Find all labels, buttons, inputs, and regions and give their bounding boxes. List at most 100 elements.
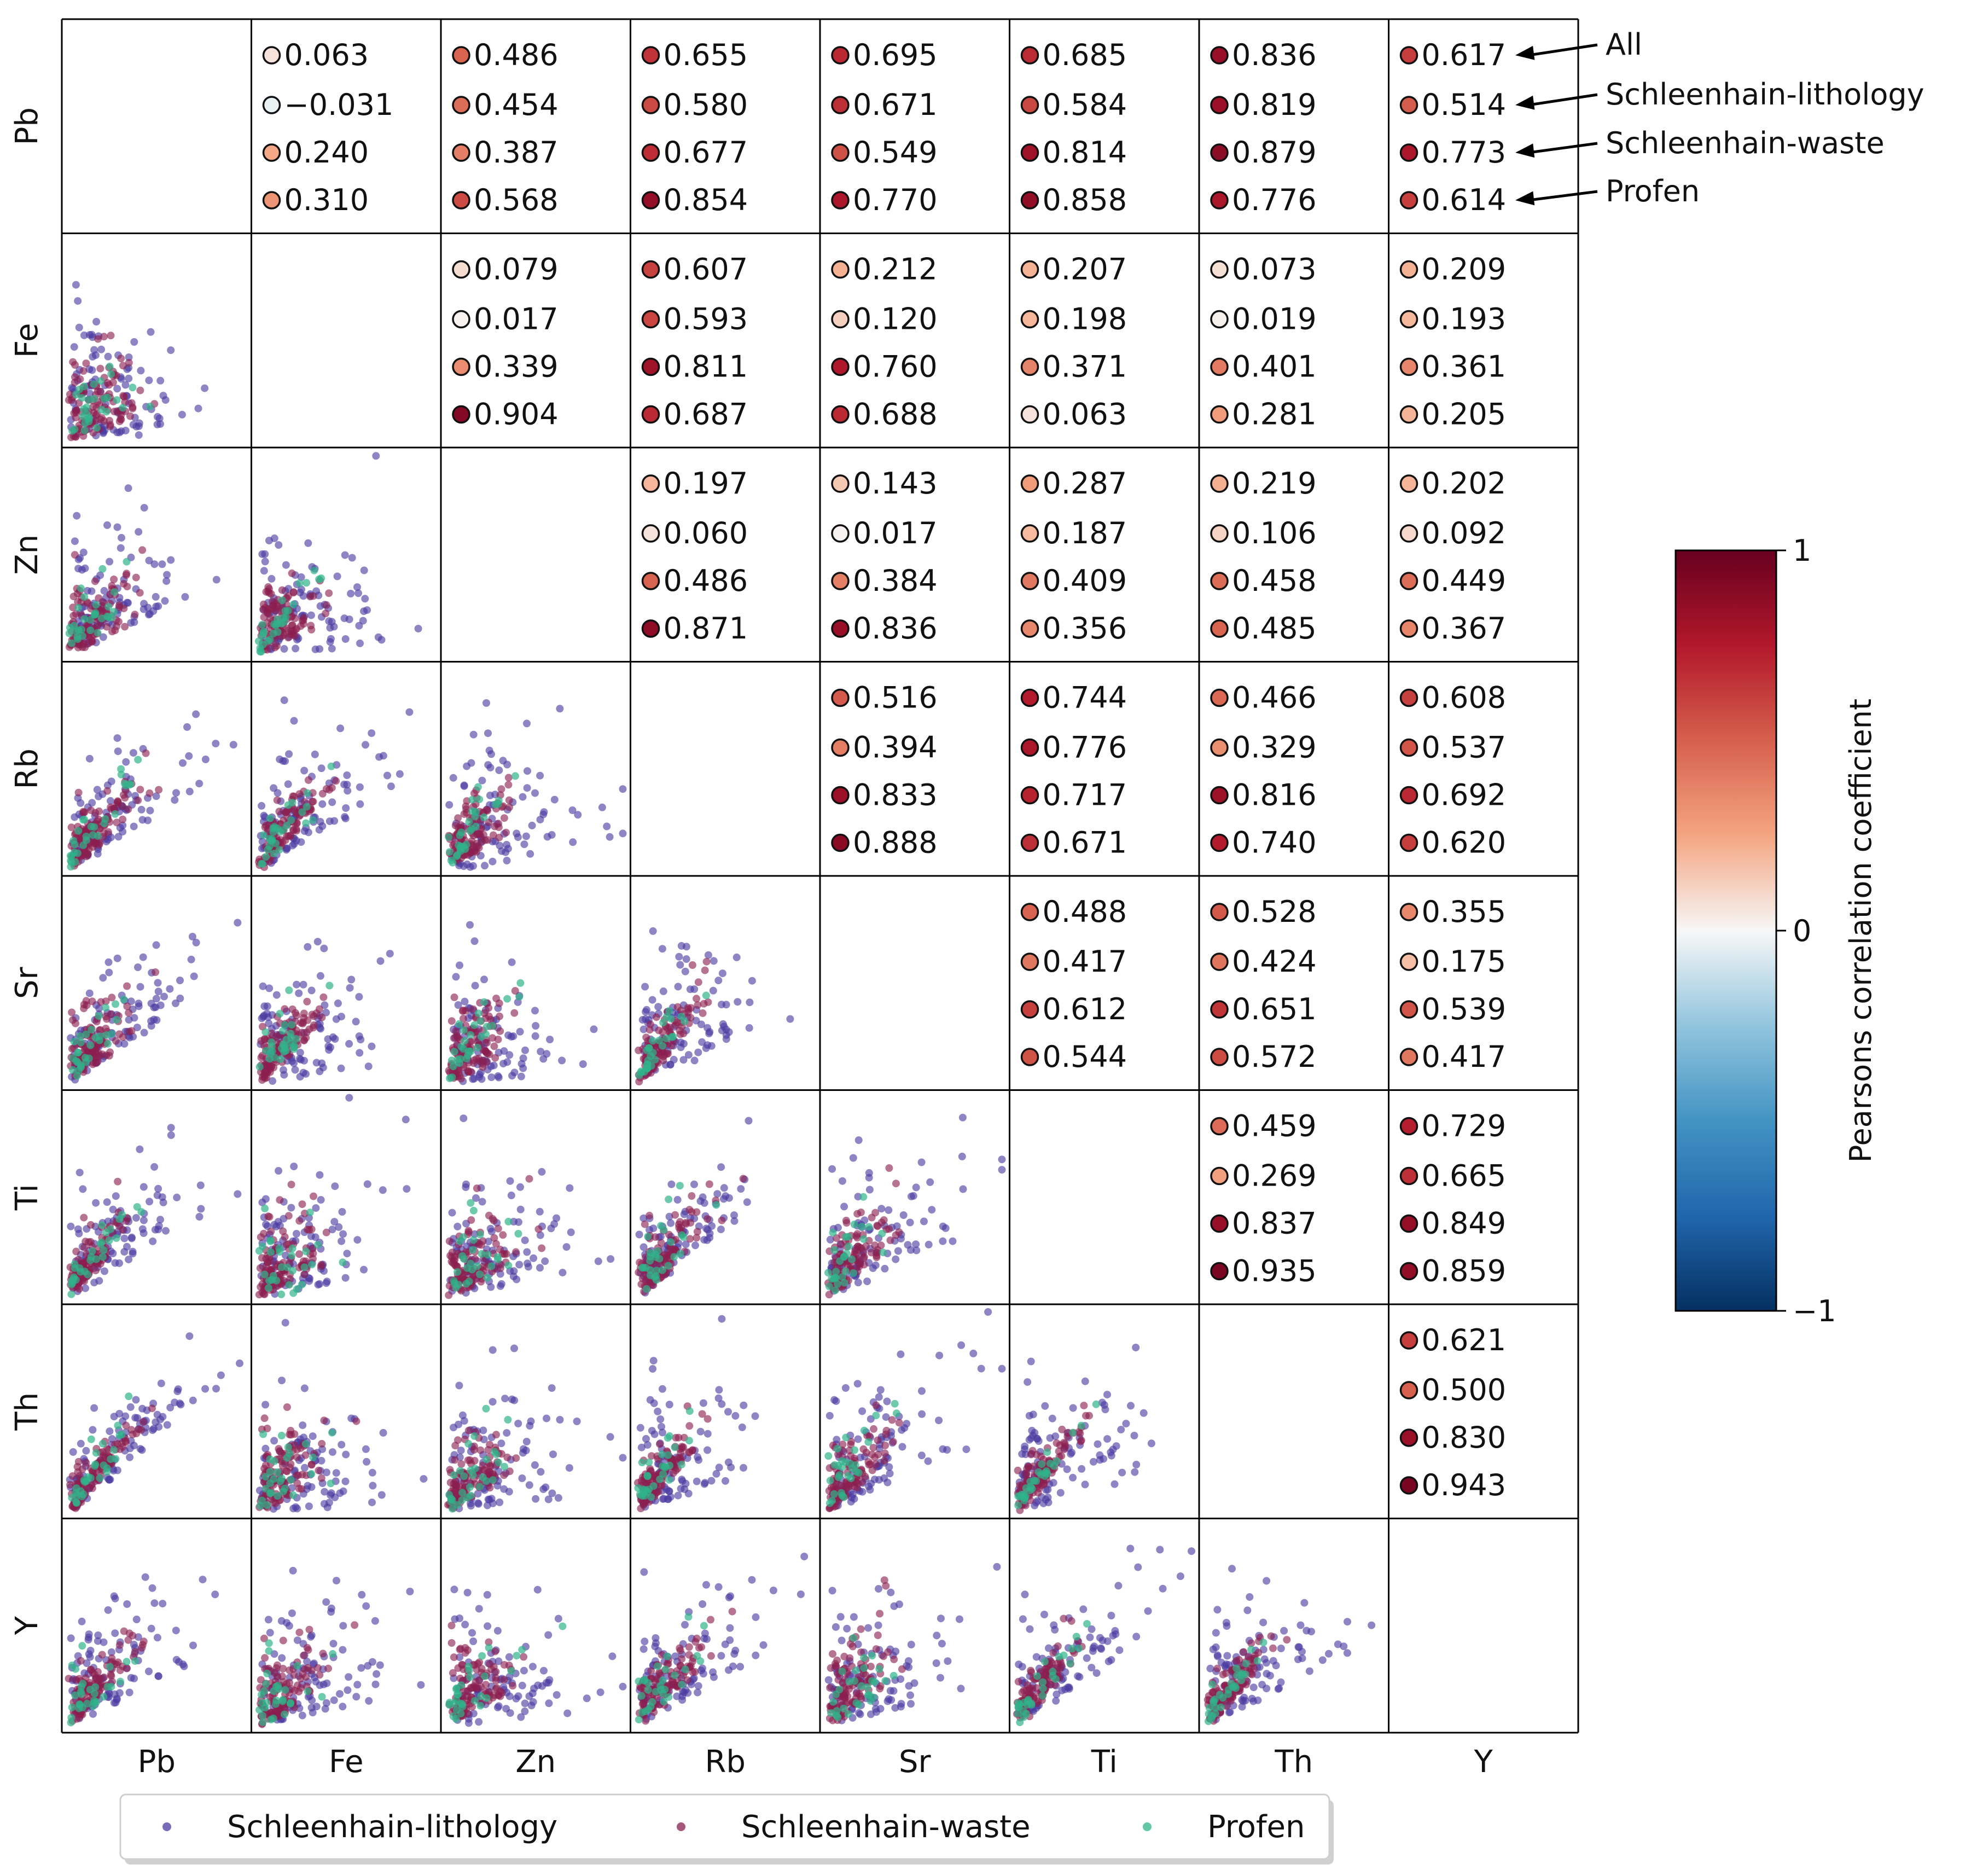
scatter-point-schleenhain-waste [473, 1184, 481, 1192]
scatter-point-schleenhain-lithology [977, 1364, 985, 1373]
scatter-point-schleenhain-lithology [290, 1163, 298, 1170]
scatter-point-profen [95, 1012, 103, 1020]
scatter-point-profen [119, 404, 127, 412]
scatter-point-schleenhain-lithology [523, 784, 531, 792]
scatter-panel-rb-vs-zn [445, 699, 627, 871]
scatter-point-schleenhain-lithology [505, 1488, 513, 1496]
scatter-point-profen [68, 1066, 77, 1074]
scatter-point-schleenhain-lithology [720, 1184, 728, 1192]
scatter-point-schleenhain-lithology [281, 1319, 289, 1327]
scatter-point-profen [288, 798, 296, 806]
scatter-point-schleenhain-waste [106, 416, 114, 425]
scatter-point-schleenhain-waste [103, 623, 111, 631]
scatter-point-schleenhain-lithology [682, 943, 690, 951]
scatter-point-schleenhain-waste [123, 583, 131, 591]
scatter-point-schleenhain-lithology [562, 1243, 571, 1251]
scatter-point-schleenhain-waste [510, 1009, 519, 1017]
scatter-point-schleenhain-lithology [97, 345, 106, 353]
scatter-point-schleenhain-waste [646, 1211, 654, 1219]
scatter-point-schleenhain-waste [451, 1456, 459, 1464]
scatter-point-profen [301, 1440, 310, 1448]
scatter-point-profen [278, 596, 286, 605]
scatter-point-schleenhain-lithology [713, 1190, 722, 1198]
scatter-point-schleenhain-lithology [150, 1003, 158, 1012]
scatter-point-profen [295, 579, 304, 587]
scatter-point-schleenhain-waste [125, 1027, 133, 1036]
scatter-point-profen [455, 1020, 463, 1028]
scatter-point-profen [77, 1268, 85, 1276]
scatter-point-schleenhain-waste [489, 1215, 497, 1223]
scatter-point-profen [471, 1465, 479, 1473]
scatter-point-schleenhain-waste [874, 1436, 882, 1444]
scatter-point-schleenhain-lithology [703, 1236, 711, 1244]
scatter-point-schleenhain-lithology [485, 1496, 493, 1504]
scatter-point-schleenhain-lithology [89, 1710, 97, 1718]
scatter-point-schleenhain-lithology [282, 561, 290, 569]
scatter-point-schleenhain-lithology [185, 1332, 194, 1340]
scatter-point-schleenhain-lithology [479, 1426, 487, 1434]
scatter-point-schleenhain-lithology [666, 1060, 675, 1068]
scatter-point-schleenhain-lithology [155, 1423, 163, 1431]
scatter-point-schleenhain-lithology [347, 975, 356, 984]
scatter-point-profen [842, 1433, 850, 1442]
scatter-point-schleenhain-waste [94, 335, 102, 343]
scatter-point-schleenhain-lithology [649, 1357, 658, 1365]
scatter-point-schleenhain-lithology [295, 989, 303, 997]
scatter-point-schleenhain-waste [288, 612, 296, 620]
scatter-point-schleenhain-lithology [548, 831, 556, 839]
scatter-point-profen [126, 780, 135, 788]
scatter-point-schleenhain-lithology [155, 414, 164, 422]
scatter-point-schleenhain-waste [95, 594, 103, 602]
scatter-point-schleenhain-lithology [850, 1495, 858, 1503]
scatter-panel-ti-vs-sr [824, 1113, 1006, 1299]
scatter-point-schleenhain-lithology [537, 1468, 545, 1476]
scatter-point-profen [73, 1072, 81, 1080]
scatter-point-schleenhain-lithology [525, 1481, 533, 1489]
scatter-point-schleenhain-waste [684, 1006, 693, 1014]
scatter-point-profen [103, 612, 112, 620]
scatter-point-profen [471, 812, 479, 821]
scatter-point-schleenhain-lithology [484, 1238, 492, 1246]
scatter-point-schleenhain-lithology [129, 1250, 137, 1258]
scatter-point-profen [458, 1252, 467, 1260]
scatter-point-profen [467, 1199, 475, 1207]
scatter-point-profen [80, 426, 89, 434]
scatter-point-schleenhain-waste [693, 995, 701, 1003]
scatter-point-schleenhain-waste [68, 1008, 76, 1017]
scatter-point-schleenhain-waste [310, 1192, 317, 1200]
scatter-point-schleenhain-waste [79, 367, 88, 375]
scatter-point-profen [645, 1458, 653, 1466]
scatter-point-schleenhain-lithology [898, 1426, 906, 1434]
scatter-point-schleenhain-lithology [606, 1433, 614, 1441]
scatter-point-schleenhain-lithology [212, 1385, 220, 1393]
scatter-point-schleenhain-waste [152, 968, 160, 976]
scatter-point-schleenhain-lithology [158, 560, 166, 568]
scatter-point-schleenhain-waste [132, 1430, 141, 1437]
scatter-point-schleenhain-waste [100, 333, 108, 341]
scatter-point-schleenhain-waste [309, 789, 317, 797]
scatter-point-schleenhain-lithology [135, 431, 143, 439]
scatter-point-profen [456, 831, 464, 839]
scatter-point-profen [284, 1443, 292, 1451]
scatter-point-schleenhain-lithology [197, 1205, 205, 1213]
scatter-point-profen [117, 765, 125, 773]
scatter-point-schleenhain-lithology [607, 1255, 615, 1263]
scatter-point-schleenhain-lithology [532, 1022, 540, 1030]
scatter-point-profen [102, 1003, 110, 1012]
scatter-point-schleenhain-lithology [304, 943, 312, 951]
scatter-point-profen [482, 1404, 490, 1413]
scatter-point-schleenhain-lithology [1029, 1431, 1037, 1439]
scatter-panel-rb-vs-pb [67, 710, 237, 871]
scatter-point-schleenhain-lithology [524, 767, 531, 775]
scatter-point-schleenhain-lithology [530, 1254, 538, 1262]
scatter-point-profen [482, 1455, 491, 1463]
scatter-point-profen [482, 1023, 491, 1031]
scatter-point-schleenhain-lithology [520, 840, 528, 849]
scatter-point-schleenhain-waste [445, 1291, 453, 1299]
scatter-point-profen [67, 1290, 75, 1298]
scatter-point-schleenhain-waste [739, 1175, 747, 1183]
scatter-point-schleenhain-lithology [260, 567, 268, 575]
scatter-point-profen [339, 1258, 347, 1267]
scatter-point-schleenhain-lithology [360, 1265, 368, 1274]
scatter-point-schleenhain-lithology [482, 699, 490, 707]
